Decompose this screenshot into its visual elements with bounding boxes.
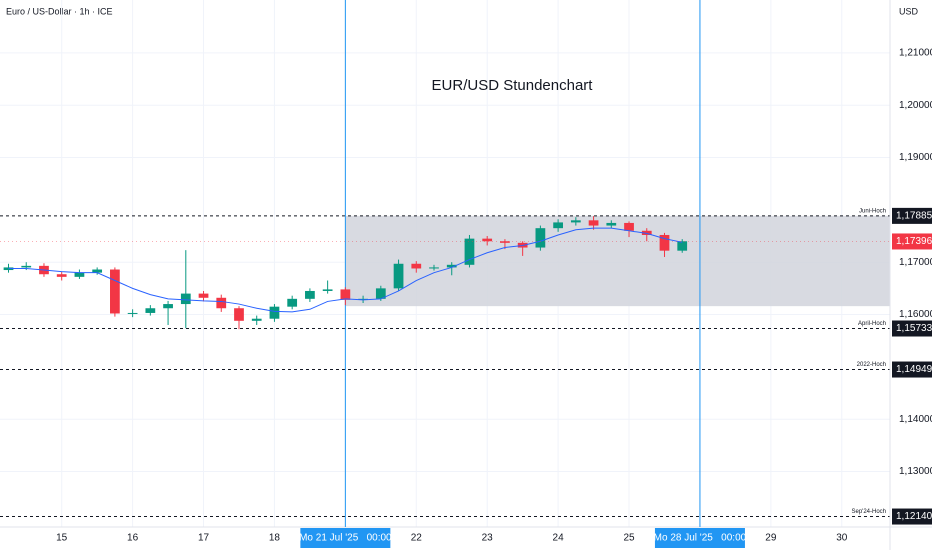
candle-body (659, 234, 670, 251)
candle-body (535, 228, 546, 248)
last-price-badge (892, 233, 932, 250)
x-tick-label: 30 (836, 533, 848, 544)
symbol-header: Euro / US-Dollar · 1h · ICE (6, 6, 113, 16)
candle-body (287, 298, 298, 307)
highlight-range (345, 215, 890, 307)
x-marker-badge (300, 528, 391, 548)
candle-body (269, 306, 280, 319)
candle-body (482, 238, 493, 242)
candle-body (606, 222, 617, 226)
candle-body (74, 272, 85, 277)
y-tick-label: 1,17000 (899, 257, 932, 268)
candle-body (340, 289, 351, 300)
candle-body (570, 220, 581, 223)
candle-body (322, 289, 333, 291)
candle-body (127, 312, 138, 314)
level-badge (892, 361, 932, 378)
candle-body (358, 298, 368, 300)
moving-average (8, 227, 683, 313)
level-name: Sep'24-Hoch (852, 509, 887, 515)
level-name: 2022-Hoch (857, 362, 886, 368)
y-tick-label: 1,13000 (899, 466, 932, 477)
candle-body (641, 230, 652, 235)
candle-body (234, 308, 244, 321)
candle-body (145, 308, 156, 313)
candle-body (393, 263, 404, 289)
candle-body (375, 288, 386, 299)
candle-body (429, 267, 439, 269)
candle-body (553, 222, 563, 229)
level-name: Juni-Hoch (859, 208, 886, 214)
x-tick-label: 29 (765, 533, 777, 544)
x-tick-label: 22 (411, 533, 423, 544)
candle-body (56, 274, 67, 277)
level-name: April-Hoch (858, 321, 886, 327)
x-tick-label: Mo 21 Jul '25 00:00 (299, 533, 392, 544)
level-badge (892, 320, 932, 337)
candle-body (163, 304, 173, 309)
candle-body (110, 269, 120, 314)
level-label: 1,12140 (896, 511, 932, 522)
candle-body (216, 297, 227, 309)
level-label: 1,15733 (896, 323, 932, 334)
candle-body (446, 264, 457, 268)
x-tick-label: 15 (56, 533, 68, 544)
candle-body (198, 293, 209, 298)
candle-body (180, 293, 191, 305)
candle-body (624, 222, 634, 231)
level-label: 1,17885 (896, 211, 932, 222)
candle-body (677, 241, 688, 251)
x-tick-label: Mo 28 Jul '25 00:00 (654, 533, 747, 544)
candle-body (305, 290, 315, 299)
candle-body (21, 265, 32, 268)
x-tick-label: 24 (553, 533, 565, 544)
x-tick-label: 25 (623, 533, 635, 544)
last-price-label: 1,17396 (896, 236, 932, 247)
x-tick-label: 23 (482, 533, 494, 544)
candle-body (411, 263, 422, 269)
y-tick-label: 1,16000 (899, 309, 932, 320)
candle-body (588, 220, 599, 226)
y-tick-label: 1,20000 (899, 100, 932, 111)
chart-title: EUR/USD Stundenchart (432, 77, 594, 94)
x-tick-label: 17 (198, 533, 210, 544)
candle-body (92, 269, 103, 273)
candle-body (464, 238, 475, 265)
level-label: 1,14949 (896, 364, 932, 375)
candle-body (251, 318, 262, 321)
x-tick-label: 16 (127, 533, 139, 544)
y-tick-label: 1,21000 (899, 47, 932, 58)
level-badge (892, 207, 932, 224)
x-marker-badge (654, 528, 745, 548)
candle-body (500, 241, 510, 243)
y-tick-label: 1,19000 (899, 152, 932, 163)
x-tick-label: 18 (269, 533, 281, 544)
y-tick-label: 1,14000 (899, 414, 932, 425)
currency-label: USD (899, 6, 919, 16)
level-badge (892, 508, 932, 525)
